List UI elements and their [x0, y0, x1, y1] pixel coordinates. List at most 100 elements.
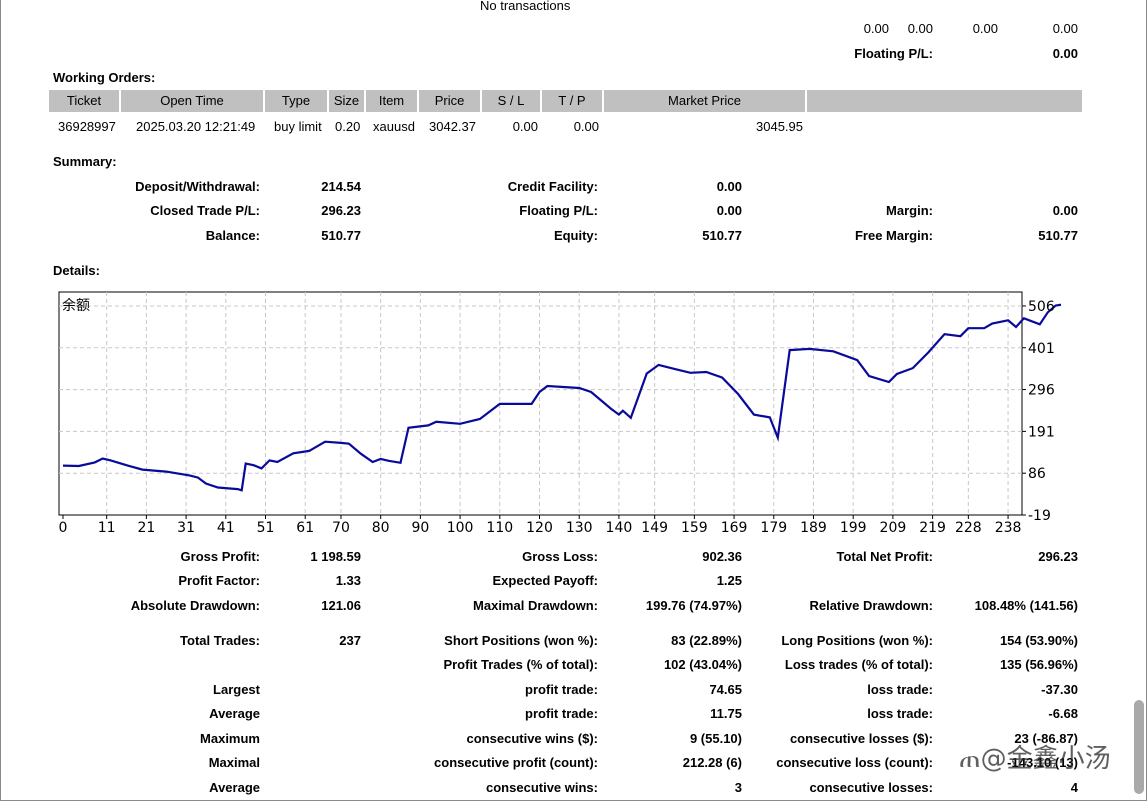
relative-drawdown-label: Relative Drawdown: [809, 598, 933, 613]
profit-trades-value: 102 (43.04%) [663, 657, 742, 672]
average-profit-label: profit trade: [525, 706, 598, 721]
closed-pl-value: 296.23 [321, 203, 361, 218]
maximal-label: Maximal [208, 755, 260, 770]
deposit-value: 214.54 [321, 179, 361, 194]
average-label: Average [209, 706, 260, 721]
absolute-drawdown-label: Absolute Drawdown: [130, 598, 260, 613]
profit-trades-label: Profit Trades (% of total): [443, 657, 598, 672]
margin-label: Margin: [886, 203, 933, 218]
y-tick-label: 506 [1028, 299, 1055, 315]
balance-label: Balance: [205, 228, 260, 243]
credit-value: 0.00 [716, 179, 742, 194]
floating-pl-label: Floating P/L: [519, 203, 598, 218]
profit-factor-label: Profit Factor: [178, 573, 260, 588]
profit-factor-value: 1.33 [335, 573, 361, 588]
y-tick-label: 401 [1028, 341, 1055, 357]
largest-loss-value: -37.30 [1041, 682, 1078, 697]
total-trades-value: 237 [339, 633, 361, 648]
average-loss-label: loss trade: [867, 706, 933, 721]
gross-profit-label: Gross Profit: [180, 549, 260, 564]
order-size: 0.20 [335, 119, 361, 134]
consecutive-loss-value: -143.10 (13) [1007, 755, 1078, 770]
x-tick-label: 149 [641, 520, 668, 536]
total-net-profit-value: 296.23 [1038, 549, 1078, 564]
order-type: buy limit [274, 119, 322, 134]
avg-consecutive-wins-value: 3 [734, 780, 742, 795]
x-tick-label: 31 [177, 520, 195, 536]
no-transactions-text: No transactions [480, 0, 571, 13]
x-tick-label: 80 [372, 520, 390, 536]
vertical-scrollbar-thumb[interactable] [1134, 700, 1144, 794]
col-header-sl[interactable]: S / L [482, 90, 542, 112]
top-floating-label: Floating P/L: [854, 46, 933, 61]
x-tick-label: 51 [257, 520, 275, 536]
chart-plot-area [58, 291, 1023, 516]
average-loss-value: -6.68 [1048, 706, 1078, 721]
chart-title: 余额 [62, 297, 90, 314]
maximum-label: Maximum [200, 731, 260, 746]
equity-label: Equity: [553, 228, 598, 243]
credit-label: Credit Facility: [507, 179, 598, 194]
col-header-item[interactable]: Item [366, 90, 419, 112]
watermark-logo: ጠ@金鑫小汤 [959, 744, 1111, 774]
relative-drawdown-value: 108.48% (141.56) [974, 598, 1078, 613]
maximal-drawdown-value: 199.76 (74.97%) [645, 598, 742, 613]
largest-profit-value: 74.65 [709, 682, 742, 697]
x-tick-label: 11 [98, 520, 116, 536]
gross-profit-value: 1 198.59 [310, 549, 361, 564]
margin-value: 0.00 [1052, 203, 1078, 218]
y-tick-label: -19 [1028, 508, 1051, 524]
long-positions-value: 154 (53.90%) [999, 633, 1078, 648]
top-value-4: 0.00 [1052, 21, 1078, 36]
total-net-profit-label: Total Net Profit: [836, 549, 933, 564]
short-positions-value: 83 (22.89%) [671, 633, 742, 648]
closed-pl-label: Closed Trade P/L: [150, 203, 260, 218]
x-tick-label: 120 [526, 520, 553, 536]
average-consec-label: Average [209, 780, 260, 795]
expected-payoff-label: Expected Payoff: [492, 573, 598, 588]
consecutive-wins-value: 9 (55.10) [689, 731, 742, 746]
col-header-type[interactable]: Type [265, 90, 329, 112]
balance-line [62, 303, 1061, 492]
top-value-2: 0.00 [907, 21, 933, 36]
x-tick-label: 70 [332, 520, 350, 536]
x-tick-label: 209 [880, 520, 907, 536]
y-tick-label: 86 [1028, 466, 1046, 482]
working-orders-title: Working Orders: [53, 70, 156, 85]
col-header-size[interactable]: Size [329, 90, 366, 112]
x-tick-label: 159 [681, 520, 708, 536]
order-price: 3042.37 [429, 119, 476, 134]
avg-consecutive-losses-value: 4 [1070, 780, 1078, 795]
col-header-market-price[interactable]: Market Price [604, 90, 807, 112]
order-market-price: 3045.95 [756, 119, 803, 134]
gross-loss-label: Gross Loss: [522, 549, 598, 564]
order-ticket[interactable]: 36928997 [58, 119, 116, 134]
x-tick-label: 90 [411, 520, 429, 536]
consecutive-losses-value: 23 (-86.87) [1014, 731, 1078, 746]
deposit-label: Deposit/Withdrawal: [135, 179, 260, 194]
order-sl: 0.00 [512, 119, 538, 134]
maximal-drawdown-label: Maximal Drawdown: [473, 598, 598, 613]
col-header-ticket[interactable]: Ticket [49, 90, 121, 112]
x-tick-label: 100 [447, 520, 474, 536]
x-tick-label: 110 [486, 520, 513, 536]
average-profit-value: 11.75 [710, 706, 742, 721]
x-tick-label: 130 [566, 520, 593, 536]
summary-title: Summary: [53, 154, 117, 169]
absolute-drawdown-value: 121.06 [321, 598, 361, 613]
largest-profit-label: profit trade: [525, 682, 598, 697]
x-tick-label: 61 [296, 520, 314, 536]
total-trades-label: Total Trades: [180, 633, 260, 648]
largest-label: Largest [213, 682, 260, 697]
col-header-price[interactable]: Price [419, 90, 482, 112]
consecutive-losses-label: consecutive losses ($): [789, 731, 933, 746]
y-tick-label: 296 [1028, 383, 1055, 399]
equity-value: 510.77 [702, 228, 742, 243]
loss-trades-label: Loss trades (% of total): [784, 657, 933, 672]
free-margin-value: 510.77 [1038, 228, 1078, 243]
col-header-open-time[interactable]: Open Time [121, 90, 265, 112]
col-header-tp[interactable]: T / P [542, 90, 604, 112]
x-tick-label: 199 [840, 520, 867, 536]
gross-loss-value: 902.36 [702, 549, 742, 564]
